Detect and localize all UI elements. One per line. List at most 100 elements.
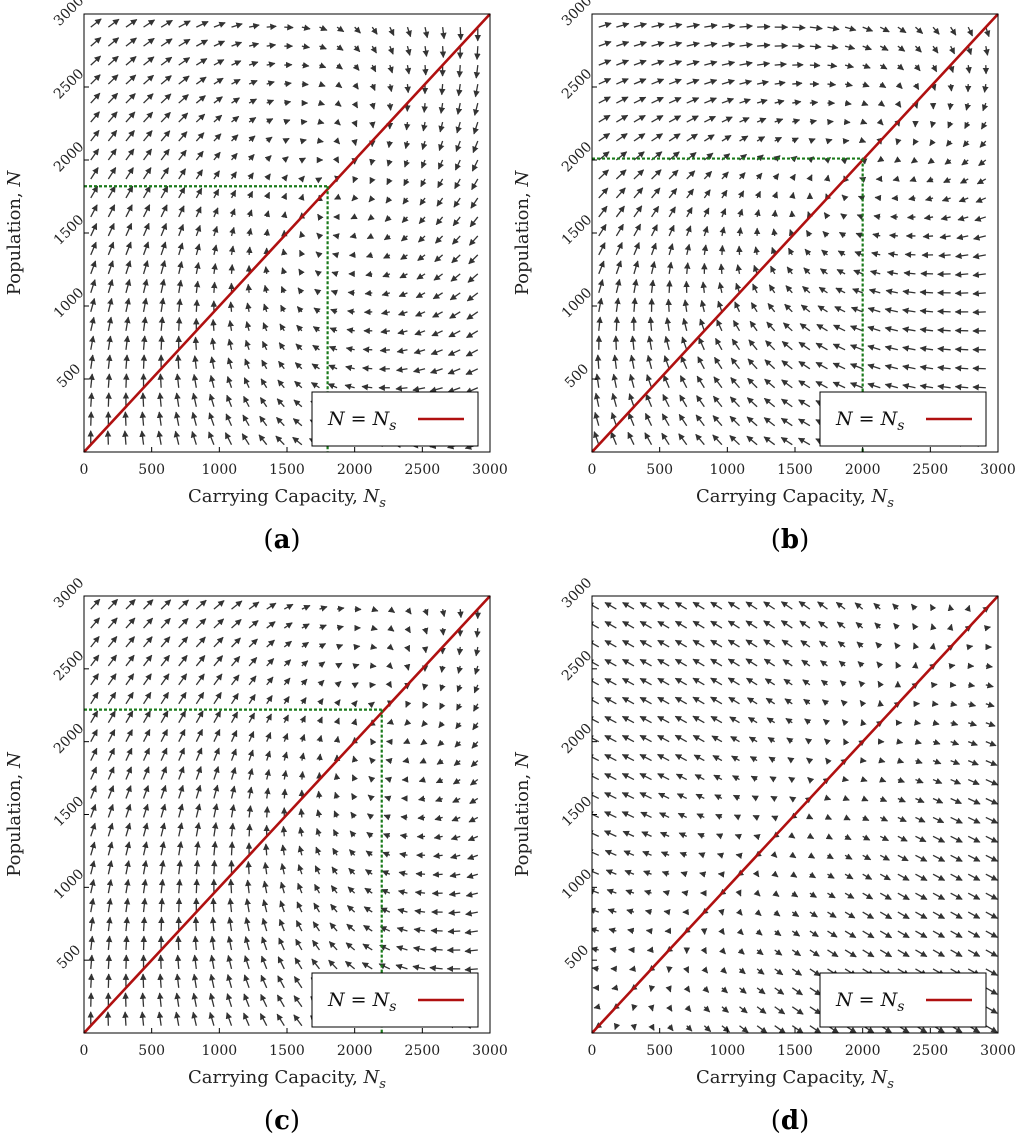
vector-arrow — [296, 306, 304, 314]
vector-arrow — [736, 928, 744, 936]
vector-arrow — [698, 337, 705, 351]
vector-arrow — [474, 646, 481, 657]
vector-arrow — [107, 636, 118, 648]
vector-arrow — [90, 691, 99, 705]
vector-arrow — [350, 213, 358, 220]
vector-arrow — [871, 251, 881, 258]
vector-arrow — [912, 82, 920, 91]
vector-arrow — [780, 398, 793, 408]
vector-arrow — [674, 601, 688, 610]
vector-arrow — [613, 316, 620, 331]
vector-arrow — [856, 641, 864, 649]
vector-arrow — [90, 729, 98, 742]
vector-arrow — [840, 213, 848, 220]
vector-arrow — [716, 833, 724, 840]
vector-arrow — [807, 776, 815, 784]
vector-arrow — [792, 118, 801, 125]
vector-arrow — [832, 362, 846, 370]
vector-arrow — [783, 322, 793, 332]
vector-arrow — [317, 679, 325, 687]
vector-arrow — [783, 678, 793, 686]
vector-arrow — [157, 992, 164, 1007]
vector-arrow — [227, 916, 234, 932]
vector-arrow — [195, 803, 202, 818]
vector-arrow — [195, 113, 206, 123]
vector-arrow — [914, 738, 922, 745]
legend: N = Ns — [819, 972, 987, 1028]
vector-arrow — [142, 766, 150, 780]
vector-arrow — [473, 83, 480, 98]
diagonal-line — [83, 595, 491, 1034]
vector-arrow — [756, 79, 769, 87]
vector-arrow — [247, 749, 254, 761]
vector-arrow — [805, 229, 813, 238]
vector-arrow — [213, 728, 221, 742]
vector-arrow — [861, 99, 869, 106]
vector-arrow — [802, 679, 811, 686]
vector-arrow — [387, 64, 394, 74]
vector-arrow — [247, 172, 254, 180]
vector-arrow — [105, 373, 113, 388]
vector-arrow — [278, 918, 285, 932]
vector-arrow — [964, 121, 971, 130]
vector-arrow — [681, 336, 688, 351]
vector-arrow — [681, 317, 689, 331]
vector-arrow — [160, 803, 167, 818]
vector-arrow — [651, 41, 665, 48]
vector-arrow — [646, 354, 653, 369]
vector-arrow — [768, 756, 776, 763]
vector-arrow — [192, 355, 199, 369]
vector-arrow — [213, 114, 223, 123]
x-tick-label: 2000 — [845, 1043, 881, 1059]
vector-arrow — [89, 879, 96, 894]
vector-arrow — [438, 121, 445, 133]
vector-arrow — [176, 859, 183, 875]
vector-arrow — [886, 269, 898, 277]
vector-arrow — [107, 92, 119, 104]
vector-arrow — [283, 118, 291, 126]
vector-arrow — [860, 776, 868, 783]
vector-arrow — [827, 930, 838, 938]
vector-arrow — [721, 60, 736, 67]
vector-arrow — [124, 297, 131, 312]
vector-arrow — [124, 278, 132, 294]
vector-arrow — [365, 251, 374, 259]
vector-arrow — [191, 411, 198, 426]
vector-arrow — [651, 187, 661, 199]
vector-arrow — [827, 25, 840, 32]
y-tick-label: 2000 — [559, 139, 596, 176]
vector-arrow — [439, 702, 446, 710]
vector-arrow — [950, 797, 962, 805]
vector-arrow — [107, 222, 115, 237]
vector-arrow — [841, 775, 849, 783]
vector-arrow — [668, 188, 678, 199]
vector-arrow — [592, 888, 600, 895]
vector-arrow — [143, 111, 154, 123]
vector-arrow — [615, 133, 628, 142]
vector-arrow — [195, 766, 203, 780]
vector-arrow — [387, 625, 395, 632]
vector-arrow — [729, 396, 740, 408]
vector-arrow — [330, 308, 338, 315]
vector-arrow — [351, 682, 359, 689]
vector-arrow — [809, 99, 819, 107]
vector-arrow — [627, 431, 635, 445]
vector-arrow — [644, 412, 653, 427]
vector-arrow — [105, 935, 113, 951]
vector-arrow — [955, 252, 969, 260]
vector-arrow — [820, 679, 829, 687]
vector-arrow — [739, 987, 747, 994]
vector-arrow — [437, 739, 445, 747]
vector-arrow — [604, 849, 617, 856]
vector-arrow — [314, 288, 322, 296]
vector-arrow — [123, 916, 130, 932]
vector-arrow — [367, 701, 375, 709]
vector-arrow — [809, 24, 823, 32]
vector-arrow — [770, 851, 778, 858]
vector-arrow — [248, 620, 259, 629]
vector-arrow — [413, 348, 426, 355]
vector-arrow — [674, 734, 688, 743]
vector-arrow — [592, 946, 599, 953]
vector-arrow — [404, 84, 411, 94]
vector-arrow — [395, 385, 408, 392]
